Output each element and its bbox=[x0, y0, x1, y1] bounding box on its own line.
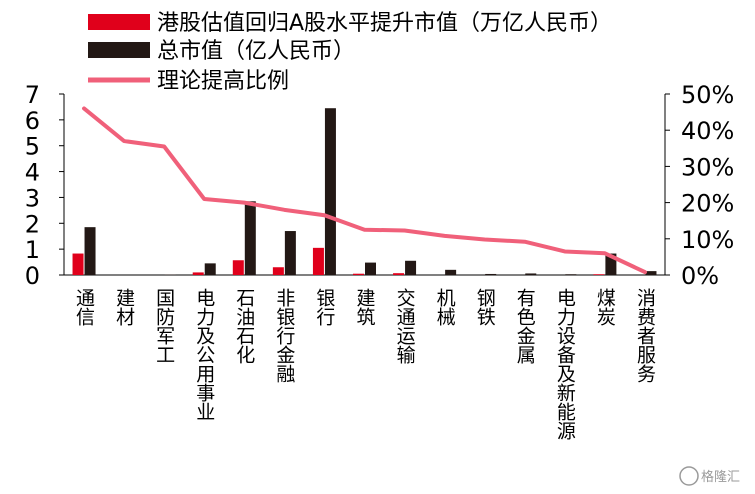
category-label-11: 有色金属 bbox=[514, 288, 536, 365]
bar-total-cap-8 bbox=[405, 260, 417, 275]
category-label-12: 电力设备及新能源 bbox=[554, 288, 576, 441]
bar-total-cap-3 bbox=[204, 263, 216, 275]
left-tick-label: 4 bbox=[25, 159, 40, 187]
category-label-9: 机械 bbox=[434, 288, 456, 326]
bar-total-cap-12 bbox=[565, 274, 577, 275]
bar-hk-uplift-7 bbox=[353, 273, 364, 275]
legend-swatch-1 bbox=[88, 14, 150, 30]
bar-hk-uplift-13 bbox=[593, 274, 605, 275]
category-label-10: 钢铁 bbox=[474, 288, 496, 326]
watermark-text: 格隆汇 bbox=[701, 469, 740, 485]
ratio-line-path bbox=[82, 106, 647, 275]
bar-hk-uplift-8 bbox=[393, 273, 405, 275]
bar-total-cap-9 bbox=[445, 269, 457, 275]
legend-label-2: 总市值（亿人民币） bbox=[157, 39, 355, 64]
category-label-2: 国防军工 bbox=[153, 288, 175, 364]
bar-hk-uplift-0 bbox=[72, 253, 84, 275]
category-label-8: 交通运输 bbox=[394, 288, 416, 364]
left-tick-label: 1 bbox=[25, 236, 40, 264]
bar-total-cap-11 bbox=[525, 273, 537, 275]
right-tick-label: 20% bbox=[681, 190, 734, 218]
category-labels: 通信 建材 国防军工 电力及公用事业 石油石化 非银行金融 银行 建筑 交通运输 机械 钢铁 有色金属… bbox=[73, 288, 656, 441]
category-label-6: 银行 bbox=[313, 288, 335, 326]
right-tick-label: 50% bbox=[681, 81, 734, 109]
left-tick-label: 7 bbox=[25, 81, 40, 109]
ratio-line bbox=[82, 106, 647, 275]
left-tick-label: 0 bbox=[25, 262, 40, 290]
watermark-logo-icon bbox=[679, 466, 699, 486]
category-label-7: 建筑 bbox=[354, 288, 376, 326]
bar-hk-uplift-5 bbox=[272, 267, 284, 275]
right-tick-label: 10% bbox=[681, 226, 734, 254]
legend: 港股估值回归A股水平提升市值（万亿人民币） 总市值（亿人民币） 理论提高比例 bbox=[88, 11, 612, 94]
bar-total-cap-6 bbox=[324, 108, 336, 275]
category-label-5: 非银行金融 bbox=[273, 288, 295, 383]
right-tick-label: 30% bbox=[681, 153, 734, 181]
right-axis: 0% 10% 20% 30% 40% 50% bbox=[664, 81, 734, 290]
right-tick-label: 0% bbox=[681, 262, 719, 290]
right-tick-label: 40% bbox=[681, 117, 734, 145]
legend-label-1: 港股估值回归A股水平提升市值（万亿人民币） bbox=[157, 11, 612, 36]
watermark: 格隆汇 bbox=[679, 466, 740, 486]
bar-total-cap-2 bbox=[164, 274, 176, 275]
bar-hk-uplift-6 bbox=[312, 247, 324, 275]
legend-label-3: 理论提高比例 bbox=[157, 69, 289, 94]
bar-hk-uplift-4 bbox=[232, 260, 244, 275]
left-tick-label: 5 bbox=[25, 133, 40, 161]
category-label-0: 通信 bbox=[73, 288, 95, 326]
bar-total-cap-10 bbox=[485, 273, 497, 275]
category-label-3: 电力及公用事业 bbox=[193, 288, 215, 421]
bar-total-cap-5 bbox=[284, 231, 296, 275]
category-label-13: 煤炭 bbox=[594, 288, 616, 326]
left-tick-label: 2 bbox=[25, 210, 40, 238]
category-label-1: 建材 bbox=[113, 288, 135, 326]
bar-total-cap-4 bbox=[244, 201, 256, 275]
category-label-14: 消费者服务 bbox=[634, 288, 656, 383]
left-tick-label: 3 bbox=[25, 184, 40, 212]
legend-swatch-2 bbox=[88, 42, 150, 58]
bar-total-cap-13 bbox=[605, 253, 617, 275]
category-label-4: 石油石化 bbox=[233, 288, 255, 364]
bar-total-cap-7 bbox=[365, 262, 376, 275]
bar-total-cap-14 bbox=[645, 271, 657, 275]
bars bbox=[72, 108, 657, 275]
bar-hk-uplift-3 bbox=[192, 272, 204, 275]
bar-total-cap-0 bbox=[84, 227, 96, 275]
left-tick-label: 6 bbox=[25, 107, 40, 135]
